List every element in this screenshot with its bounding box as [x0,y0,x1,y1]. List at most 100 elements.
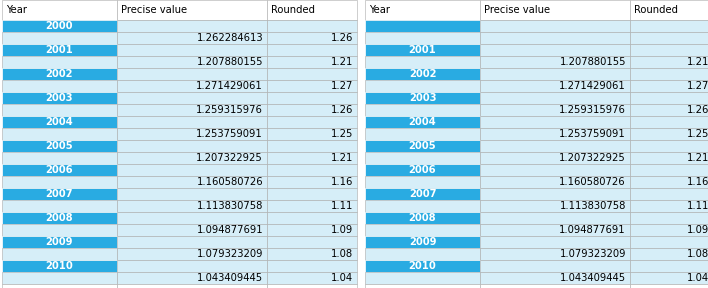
Bar [365,188,480,200]
Text: 2008: 2008 [409,213,436,223]
Bar [365,44,480,56]
Bar [480,32,630,44]
Text: 2001: 2001 [409,45,436,55]
Bar [267,116,357,128]
Bar [480,236,630,248]
Bar [480,260,630,272]
Bar [630,212,708,224]
Bar [2,56,117,68]
Bar [267,224,357,236]
Bar [630,164,708,176]
Text: Precise value: Precise value [121,5,187,15]
Bar [365,20,480,32]
Text: 1.113830758: 1.113830758 [197,201,263,211]
Bar [480,248,630,260]
Bar [2,20,117,32]
Bar [267,152,357,164]
Bar [480,44,630,56]
Text: 1.253759091: 1.253759091 [196,129,263,139]
Bar [630,20,708,32]
Bar [630,104,708,116]
Bar [117,212,267,224]
Text: 1.207880155: 1.207880155 [197,57,263,67]
Bar [480,188,630,200]
Bar [365,212,480,224]
Bar [365,0,480,20]
Bar [630,140,708,152]
Bar [267,248,357,260]
Text: 2006: 2006 [409,165,436,175]
Bar [365,164,480,176]
Bar [630,176,708,188]
Bar [480,224,630,236]
Bar [365,248,480,260]
Text: 2007: 2007 [46,189,73,199]
Text: 2009: 2009 [46,237,73,247]
Bar [2,32,117,44]
Bar [267,200,357,212]
Bar [267,80,357,92]
Bar [365,32,480,44]
Bar [2,272,117,284]
Bar [630,260,708,272]
Text: 1.21: 1.21 [331,153,353,163]
Bar [365,80,480,92]
Text: 1.271429061: 1.271429061 [196,81,263,91]
Bar [267,32,357,44]
Bar [630,188,708,200]
Text: 1.27: 1.27 [687,81,708,91]
Text: 1.094877691: 1.094877691 [196,225,263,235]
Bar [2,236,117,248]
Bar [267,20,357,32]
Bar [117,92,267,104]
Bar [267,68,357,80]
Bar [2,224,117,236]
Bar [480,104,630,116]
Bar [267,140,357,152]
Bar [480,164,630,176]
Text: 1.16: 1.16 [687,177,708,187]
Text: 1.113830758: 1.113830758 [559,201,626,211]
Text: 2001: 2001 [45,45,74,55]
Bar [630,56,708,68]
Bar [630,200,708,212]
Text: 2000: 2000 [46,21,73,31]
Bar [117,248,267,260]
Text: 1.207322925: 1.207322925 [196,153,263,163]
Text: 1.25: 1.25 [331,129,353,139]
Bar [365,56,480,68]
Bar [365,272,480,284]
Bar [117,0,267,20]
Bar [630,152,708,164]
Bar [630,80,708,92]
Text: Year: Year [6,5,27,15]
Text: 1.27: 1.27 [331,81,353,91]
Bar [480,272,630,284]
Bar [630,248,708,260]
Bar [630,44,708,56]
Bar [365,176,480,188]
Bar [365,116,480,128]
Bar [2,164,117,176]
Text: 2002: 2002 [46,69,73,79]
Text: 1.09: 1.09 [687,225,708,235]
Text: 1.207322925: 1.207322925 [559,153,626,163]
Bar [630,272,708,284]
Bar [2,284,117,288]
Bar [2,128,117,140]
Bar [117,44,267,56]
Text: 1.271429061: 1.271429061 [559,81,626,91]
Bar [480,128,630,140]
Bar [2,260,117,272]
Text: 2003: 2003 [46,93,73,103]
Bar [630,224,708,236]
Bar [2,152,117,164]
Text: Rounded: Rounded [634,5,678,15]
Bar [267,92,357,104]
Bar [480,152,630,164]
Text: 2005: 2005 [46,141,74,151]
Text: 2009: 2009 [409,237,436,247]
Bar [117,104,267,116]
Bar [117,164,267,176]
Text: 1.26: 1.26 [687,105,708,115]
